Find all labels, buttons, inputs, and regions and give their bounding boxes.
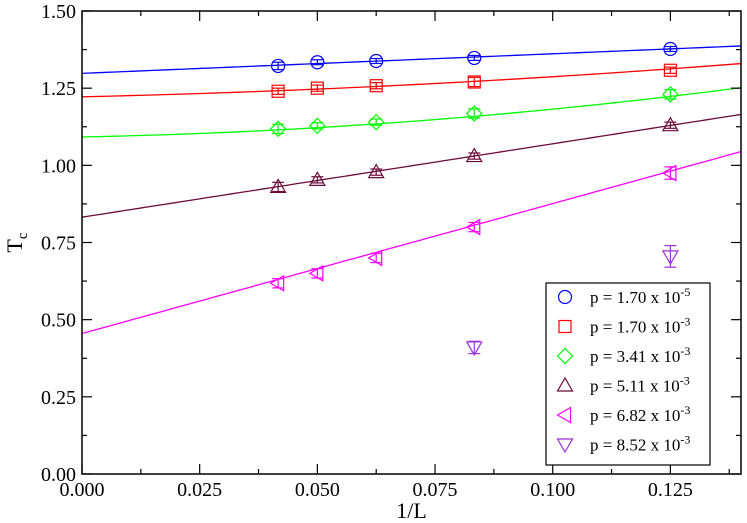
legend-label-3: p = 5.11 x 10-3: [590, 374, 690, 396]
legend-box: [545, 282, 711, 466]
legend-label-1: p = 1.70 x 10-3: [590, 315, 690, 337]
y-axis-title-subscript: c: [15, 232, 31, 239]
data-point-series-1: [467, 75, 481, 89]
x-tick-label: 0.075: [413, 479, 458, 501]
x-axis-title: 1/L: [396, 498, 427, 523]
data-point-series-3: [465, 147, 483, 163]
y-tick-label: 0.00: [41, 464, 76, 486]
data-point-series-1: [663, 63, 677, 77]
y-tick-label: 1.25: [41, 78, 76, 100]
data-point-series-1: [369, 79, 383, 93]
legend-label-5: p = 8.52 x 10-3: [590, 433, 690, 455]
y-tick-label: 0.50: [41, 310, 76, 332]
y-axis-title: Tc: [2, 232, 31, 252]
data-point-series-2: [662, 85, 679, 103]
data-point-series-3: [308, 171, 326, 186]
legend-label-4: p = 6.82 x 10-3: [590, 403, 690, 425]
data-point-series-0: [369, 53, 384, 69]
x-tick-label: 0.125: [648, 479, 693, 501]
data-point-series-5: [465, 341, 483, 357]
y-tick-label: 1.00: [41, 155, 76, 177]
data-point-series-4: [308, 264, 324, 282]
data-point-series-3: [661, 116, 679, 132]
fit-line-2: [81, 87, 742, 138]
data-point-series-0: [310, 55, 325, 70]
x-tick-label: 0.000: [60, 479, 105, 501]
x-tick-label: 0.050: [295, 479, 340, 501]
data-point-series-0: [467, 50, 482, 66]
data-point-series-2: [465, 105, 483, 122]
data-point-series-0: [663, 41, 678, 57]
y-axis: 0.00 0.25 0.50 0.75 1.00 1.25 1.50: [41, 1, 741, 486]
data-point-series-4: [465, 218, 481, 236]
x-axis: 0.000 0.025 0.050 0.075 0.100 0.125: [60, 11, 730, 501]
legend-marker-3: [556, 376, 574, 392]
data-point-series-2: [269, 120, 287, 138]
data-point-series-3: [367, 163, 385, 179]
data-point-series-1: [271, 84, 285, 98]
legend-marker-2: [556, 347, 574, 365]
y-axis-title-main: T: [2, 239, 27, 253]
fit-line-1: [81, 62, 742, 98]
data-point-series-4: [367, 249, 383, 267]
legend-label-0: p = 1.70 x 10-5: [590, 285, 690, 307]
legend-marker-1: [558, 319, 572, 334]
legend: p = 1.70 x 10-5 p = 1.70 x 10-3 p = 3.41 x…: [545, 282, 711, 466]
fit-line-4: [81, 151, 742, 335]
y-tick-label: 0.75: [41, 233, 76, 255]
data-points: [269, 41, 679, 357]
data-point-series-2: [309, 117, 326, 135]
legend-marker-5: [556, 438, 574, 454]
data-point-series-4: [269, 274, 285, 292]
legend-marker-0: [557, 289, 573, 305]
data-point-series-1: [310, 81, 324, 95]
data-point-series-3: [269, 178, 287, 194]
legend-label-2: p = 3.41 x 10-3: [590, 344, 690, 366]
fit-line-3: [81, 113, 742, 218]
fit-lines: [81, 45, 742, 335]
y-tick-label: 1.50: [41, 1, 76, 23]
data-point-series-5: [661, 250, 679, 266]
legend-marker-4: [556, 406, 572, 424]
data-point-series-0: [271, 58, 286, 74]
x-tick-label: 0.025: [177, 479, 222, 501]
x-tick-label: 0.100: [530, 479, 575, 501]
y-tick-label: 0.25: [41, 387, 76, 409]
data-point-series-4: [661, 164, 677, 182]
data-point-series-2: [367, 113, 385, 131]
fit-line-0: [81, 45, 742, 74]
